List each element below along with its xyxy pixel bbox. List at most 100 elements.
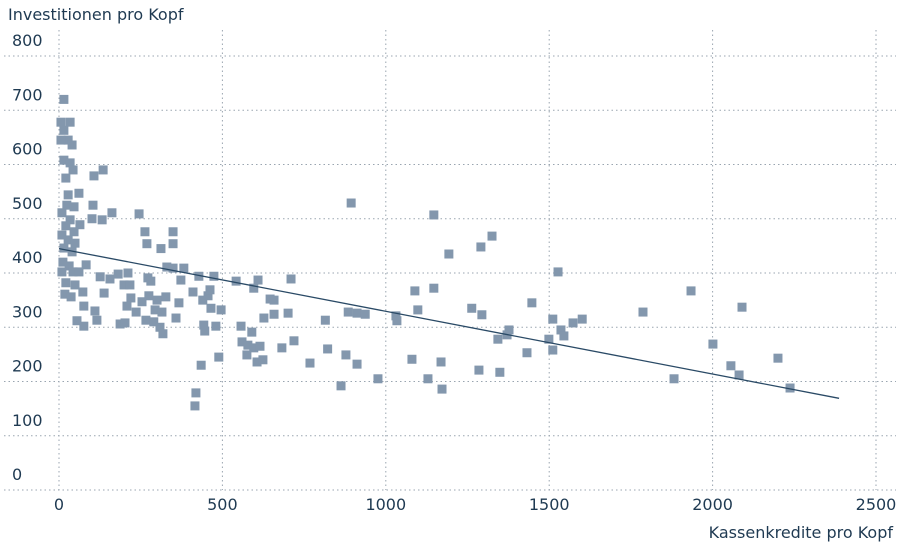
point xyxy=(107,208,117,218)
point xyxy=(99,288,109,298)
point xyxy=(726,361,736,371)
point xyxy=(92,315,102,325)
point xyxy=(236,321,246,331)
point xyxy=(60,289,70,299)
point xyxy=(773,353,783,363)
point xyxy=(62,200,72,210)
point xyxy=(407,354,417,364)
point xyxy=(63,135,73,145)
point xyxy=(277,343,287,353)
point xyxy=(168,239,178,249)
point xyxy=(122,301,132,311)
point xyxy=(476,242,486,252)
point xyxy=(179,263,189,273)
point xyxy=(392,316,402,326)
point xyxy=(65,117,75,127)
point xyxy=(65,215,75,225)
point xyxy=(243,340,253,350)
point xyxy=(249,283,259,293)
point xyxy=(352,359,362,369)
point xyxy=(194,271,204,281)
point xyxy=(137,297,147,307)
point xyxy=(242,350,252,360)
y-tick-label: 800 xyxy=(12,31,43,50)
point xyxy=(708,339,718,349)
point xyxy=(79,301,89,311)
point xyxy=(66,292,76,302)
y-tick-label: 400 xyxy=(12,248,43,267)
point xyxy=(191,388,201,398)
point xyxy=(283,308,293,318)
point xyxy=(141,315,151,325)
point xyxy=(200,326,210,336)
point xyxy=(59,243,69,253)
point xyxy=(255,341,265,351)
point xyxy=(58,257,68,267)
point xyxy=(199,320,209,330)
point xyxy=(78,287,88,297)
point xyxy=(467,303,477,313)
point xyxy=(79,321,89,331)
x-tick-label: 2500 xyxy=(856,495,897,514)
point xyxy=(548,345,558,355)
point xyxy=(140,227,150,237)
point xyxy=(171,313,181,323)
point xyxy=(69,227,79,237)
point xyxy=(522,348,532,358)
y-tick-label: 200 xyxy=(12,357,43,376)
point xyxy=(669,374,679,384)
point xyxy=(429,283,439,293)
point xyxy=(577,314,587,324)
point xyxy=(150,305,160,315)
point xyxy=(125,280,135,290)
point xyxy=(198,295,208,305)
point xyxy=(568,318,578,328)
point xyxy=(493,334,503,344)
point xyxy=(157,307,167,317)
y-tick-label: 100 xyxy=(12,411,43,430)
point xyxy=(144,291,154,301)
point xyxy=(203,291,213,301)
point xyxy=(142,239,152,249)
point xyxy=(97,215,107,225)
point xyxy=(214,352,224,362)
point xyxy=(477,310,487,320)
point xyxy=(105,274,115,284)
point xyxy=(785,383,795,393)
x-tick-label: 0 xyxy=(54,495,64,514)
point xyxy=(373,374,383,384)
point xyxy=(126,293,136,303)
point xyxy=(168,227,178,237)
point xyxy=(391,311,401,321)
point xyxy=(320,315,330,325)
y-tick-label: 600 xyxy=(12,140,43,159)
point xyxy=(68,165,78,175)
point xyxy=(559,331,569,341)
point xyxy=(68,267,78,277)
point xyxy=(158,329,168,339)
point xyxy=(56,135,66,145)
point xyxy=(429,210,439,220)
point xyxy=(176,275,186,285)
point xyxy=(444,249,454,259)
point xyxy=(123,268,133,278)
point xyxy=(88,200,98,210)
x-tick-label: 2000 xyxy=(692,495,733,514)
y-axis-title: Investitionen pro Kopf xyxy=(8,5,184,24)
point xyxy=(59,125,69,135)
point xyxy=(70,280,80,290)
point xyxy=(734,370,744,380)
point xyxy=(360,309,370,319)
point xyxy=(323,344,333,354)
point xyxy=(269,309,279,319)
y-tick-label: 300 xyxy=(12,302,43,321)
point xyxy=(269,295,279,305)
point xyxy=(544,334,554,344)
point xyxy=(209,271,219,281)
point xyxy=(134,209,144,219)
point xyxy=(67,140,77,150)
x-tick-label: 1000 xyxy=(365,495,406,514)
point xyxy=(115,319,125,329)
point xyxy=(63,190,73,200)
